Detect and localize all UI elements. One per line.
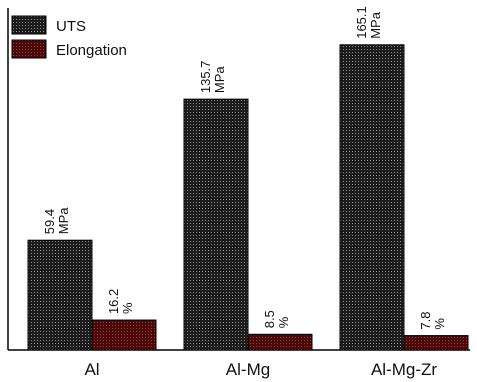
bar-elongation-al-mg — [247, 333, 313, 351]
value-label-uts-al-mg: 135.7MPa — [198, 61, 227, 94]
bar-elongation-al — [91, 319, 157, 351]
legend-label-uts: UTS — [56, 18, 86, 35]
x-tick-label-al-mg-zr: Al-Mg-Zr — [371, 360, 437, 379]
x-tick-labels-group: Al Al-Mg Al-Mg-Zr — [84, 360, 437, 379]
bars-group — [27, 44, 469, 351]
legend-swatch-uts — [11, 15, 47, 35]
bar-uts-al-mg-zr — [339, 44, 405, 351]
legend: UTS Elongation — [11, 15, 127, 59]
bar-elongation-al-mg-zr — [403, 335, 469, 351]
legend-swatch-elongation — [11, 39, 47, 59]
x-tick-label-al: Al — [84, 360, 99, 379]
bar-uts-al — [27, 239, 93, 351]
value-label-elongation-al-mg: 8.5% — [262, 310, 291, 328]
legend-label-elongation: Elongation — [56, 42, 127, 59]
value-label-elongation-al-mg-zr: 7.8% — [418, 312, 447, 330]
value-label-uts-al-mg-zr: 165.1MPa — [354, 6, 383, 39]
value-label-elongation-al: 16.2% — [106, 289, 135, 314]
value-label-uts-al: 59.4MPa — [42, 207, 71, 235]
bar-uts-al-mg — [183, 98, 249, 351]
x-tick-label-al-mg: Al-Mg — [226, 360, 270, 379]
value-labels-group: 59.4MPa 16.2% 135.7MPa 8.5% 165.1MPa 7.8% — [42, 6, 447, 329]
